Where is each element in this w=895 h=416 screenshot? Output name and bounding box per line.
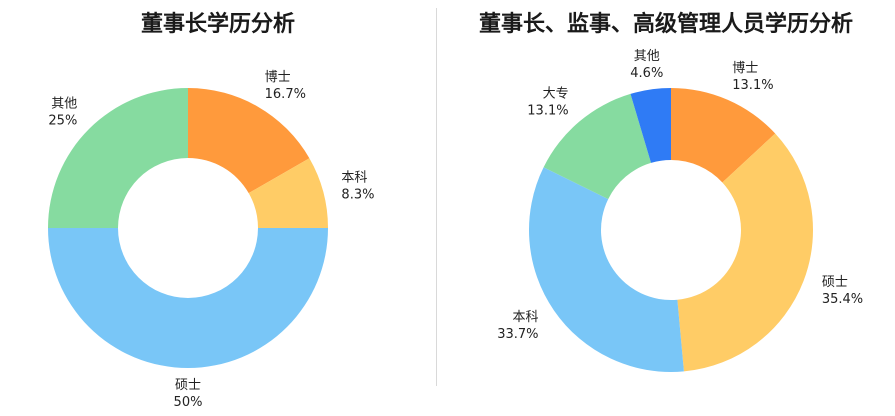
slice-label-0: 博士 xyxy=(732,61,758,76)
chart-title: 董事长、监事、高级管理人员学历分析 xyxy=(478,12,853,37)
slice-label-1: 本科 xyxy=(341,170,367,185)
slice-value-label-2: 50% xyxy=(174,395,203,410)
pie-slice-3 xyxy=(48,88,188,228)
slice-value-label-4: 4.6% xyxy=(630,66,663,81)
pie-slice-1 xyxy=(248,158,328,228)
pie-slice-2 xyxy=(529,167,684,372)
slice-label-0: 博士 xyxy=(265,70,291,85)
donut-chart-chairman: 博士 16.7% 本科 8.3% 硕士 50% 其他 25% xyxy=(48,70,374,410)
pie-slice-1 xyxy=(677,133,813,372)
slice-label-1: 硕士 xyxy=(822,275,848,290)
slice-label-4: 其他 xyxy=(634,49,660,64)
slice-label-2: 硕士 xyxy=(175,378,201,393)
slice-value-label-1: 8.3% xyxy=(341,187,374,202)
pie-slice-2 xyxy=(48,228,328,368)
panel-divider xyxy=(436,8,437,386)
slice-label-3: 大专 xyxy=(543,87,569,102)
pie-slice-0 xyxy=(188,88,310,194)
chart-title: 董事长学历分析 xyxy=(140,12,295,37)
slice-value-label-1: 35.4% xyxy=(822,292,863,307)
slice-value-label-3: 13.1% xyxy=(527,104,568,119)
chart-panel-chairman: 董事长学历分析 博士 16.7% 本科 8.3% 硕士 50% 其他 25% xyxy=(0,0,436,416)
slice-label-3: 其他 xyxy=(51,96,77,111)
donut-chart-management: 博士 13.1% 硕士 35.4% 本科 33.7% 大专 13.1% 其他 4.6% xyxy=(497,49,863,372)
slice-value-label-0: 13.1% xyxy=(732,78,773,93)
slice-value-label-2: 33.7% xyxy=(497,327,538,342)
slice-value-label-3: 25% xyxy=(48,113,77,128)
slice-value-label-0: 16.7% xyxy=(265,87,306,102)
pie-slice-4 xyxy=(630,88,671,163)
chart-panel-management: 董事长、监事、高级管理人员学历分析 博士 13.1% 硕士 35.4% 本科 33.7% 大… xyxy=(437,0,895,416)
slice-label-2: 本科 xyxy=(513,310,539,325)
pie-slice-3 xyxy=(543,93,652,200)
pie-slice-0 xyxy=(671,88,776,183)
